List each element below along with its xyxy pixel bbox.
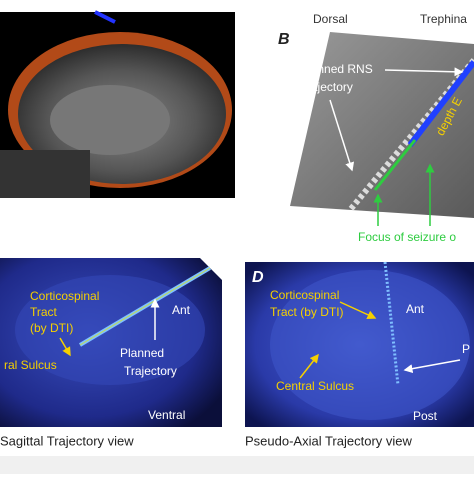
seizure-focus [373,139,417,191]
panel-d: D Corticospinal Tract (by DTI) Ant P Cen… [245,261,474,448]
trajectory-label: Planned RNS [300,62,373,76]
ant-label: Ant [406,302,425,316]
ventral-label: Ventral [148,408,185,422]
arrow [339,301,377,319]
arrow [59,337,71,357]
trajectory-label: Trajectory [300,80,353,94]
panel-a [0,10,235,198]
footer-bar [0,456,474,474]
arrow [384,67,464,77]
caption: Sagittal Trajectory view [0,433,134,448]
sulcus-label: ral Sulcus [4,358,57,372]
post-label: Post [413,409,438,423]
arrow [299,353,319,379]
arrow [329,99,355,172]
brain-core [50,85,170,155]
tract-label: (by DTI) [30,321,73,335]
panel-c: Corticospinal Tract (by DTI) Ant Planned… [0,258,222,448]
trajectory-line [383,261,400,386]
trajectory-label: Planned [120,346,164,360]
neck [0,150,90,198]
tract-label: Corticospinal [30,289,99,303]
trajectory-label: Trajectory [124,364,177,378]
focus-label: Focus of seizure o [358,230,456,244]
caption: Pseudo-Axial Trajectory view [245,433,413,448]
trajectory-line [79,267,211,346]
trajectory-track [347,58,474,212]
brain-region [270,270,470,420]
panel-letter: B [278,31,290,48]
electrode-tip [94,10,116,24]
arrow [403,359,461,374]
tract-label: Tract [30,305,58,319]
sulcus-label: Central Sulcus [276,379,354,393]
panel-b: B Dorsal Trephina Planned RNS Trajectory… [278,12,474,244]
ant-label: Ant [172,303,191,317]
trephine-label: Trephina [420,12,467,26]
trajectory-label: P [462,342,470,356]
tract-label: Corticospinal [270,288,339,302]
dorsal-label: Dorsal [313,12,348,26]
panel-letter: D [252,269,264,286]
tract-label: Tract (by DTI) [270,305,344,319]
